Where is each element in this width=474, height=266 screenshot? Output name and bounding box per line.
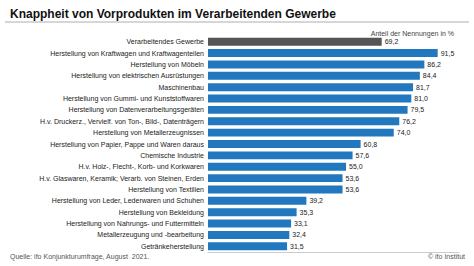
svg-text:Herstellung von Leder, Lederwa: Herstellung von Leder, Lederwaren und Sc… xyxy=(52,197,204,205)
svg-text:81,0: 81,0 xyxy=(414,95,428,102)
svg-text:91,5: 91,5 xyxy=(441,50,455,57)
svg-text:Quelle: ifo Konjunkturumfrage,: Quelle: ifo Konjunkturumfrage, August 20… xyxy=(10,253,149,261)
svg-text:35,3: 35,3 xyxy=(300,209,314,216)
svg-text:53,6: 53,6 xyxy=(346,175,360,182)
svg-text:H.v. Glaswaren, Keramik; Verar: H.v. Glaswaren, Keramik; Verarb. von Ste… xyxy=(39,175,204,182)
svg-text:Verarbeitendes Gewerbe: Verarbeitendes Gewerbe xyxy=(127,38,205,45)
svg-text:81,7: 81,7 xyxy=(416,84,430,91)
svg-text:Chemische Industrie: Chemische Industrie xyxy=(140,152,204,159)
svg-text:Herstellung von Nahrungs- und: Herstellung von Nahrungs- und Futtermitt… xyxy=(66,220,204,228)
svg-text:55,0: 55,0 xyxy=(349,163,363,170)
svg-text:Herstellung von Kraftwagen und: Herstellung von Kraftwagen und Kraftwage… xyxy=(50,50,204,58)
svg-text:Herstellung von Gummi- und Kun: Herstellung von Gummi- und Kunststoffwar… xyxy=(63,95,204,103)
svg-text:60,8: 60,8 xyxy=(364,141,378,148)
svg-text:Metallerzeugung und -bearbeitu: Metallerzeugung und -bearbeitung xyxy=(97,231,204,239)
svg-text:31,5: 31,5 xyxy=(290,243,304,250)
svg-text:Knappheit von Vorprodukten im: Knappheit von Vorprodukten im Verarbeite… xyxy=(10,7,336,21)
svg-text:33,1: 33,1 xyxy=(294,220,308,227)
svg-text:Herstellung von Metallerzeugni: Herstellung von Metallerzeugnissen xyxy=(93,129,204,137)
svg-text:84,4: 84,4 xyxy=(423,72,437,79)
svg-text:Getränkeherstellung: Getränkeherstellung xyxy=(141,243,204,251)
svg-text:Herstellung von Datenverarbeit: Herstellung von Datenverarbeitungsgeräte… xyxy=(69,106,205,114)
svg-text:74,0: 74,0 xyxy=(397,129,411,136)
svg-text:Herstellung von Textilien: Herstellung von Textilien xyxy=(128,186,204,194)
svg-text:76,2: 76,2 xyxy=(402,118,416,125)
svg-text:53,6: 53,6 xyxy=(346,186,360,193)
svg-text:79,5: 79,5 xyxy=(411,106,425,113)
svg-text:Herstellung von Papier, Pappe: Herstellung von Papier, Pappe und Waren … xyxy=(50,141,204,149)
svg-text:H.v. Druckerz., Vervielf. von: H.v. Druckerz., Vervielf. von Ton-, Bild… xyxy=(40,118,204,126)
svg-text:Anteil der Nennungen in %: Anteil der Nennungen in % xyxy=(371,30,454,38)
svg-text:86,2: 86,2 xyxy=(427,61,441,68)
svg-text:H.v. Holz-, Flecht-, Korb- und: H.v. Holz-, Flecht-, Korb- und Korkwaren xyxy=(78,163,204,170)
svg-text:Maschinenbau: Maschinenbau xyxy=(158,84,204,91)
svg-text:Herstellung von Bekleidung: Herstellung von Bekleidung xyxy=(119,209,204,217)
svg-text:Herstellung von Möbeln: Herstellung von Möbeln xyxy=(130,61,204,69)
svg-text:39,2: 39,2 xyxy=(309,197,323,204)
svg-text:69,2: 69,2 xyxy=(385,38,399,45)
svg-text:© ifo Institut: © ifo Institut xyxy=(428,253,465,260)
svg-text:57,6: 57,6 xyxy=(356,152,370,159)
svg-text:Herstellung von elektrischen A: Herstellung von elektrischen Ausrüstunge… xyxy=(71,72,204,80)
svg-text:32,4: 32,4 xyxy=(292,231,306,238)
